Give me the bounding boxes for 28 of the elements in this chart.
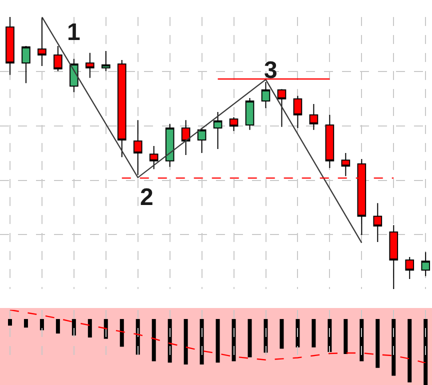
candlestick xyxy=(325,114,334,169)
candlestick xyxy=(213,111,222,150)
candlestick xyxy=(229,116,238,132)
candlestick xyxy=(86,52,94,78)
candlestick xyxy=(38,18,46,66)
candlestick xyxy=(117,59,126,158)
candlestick xyxy=(149,145,158,170)
candlestick xyxy=(181,120,190,156)
candlestick xyxy=(373,202,382,243)
candlestick xyxy=(101,50,110,72)
candlestick xyxy=(389,224,398,290)
candlestick xyxy=(261,81,270,109)
candlestick xyxy=(54,46,62,72)
candlestick xyxy=(309,104,318,130)
candlestick xyxy=(133,120,142,176)
candlestick xyxy=(277,88,286,128)
candlestick xyxy=(70,58,78,93)
candlestick xyxy=(421,252,430,277)
candlestick xyxy=(22,46,30,84)
candlestick xyxy=(245,98,254,130)
candlestick xyxy=(405,256,414,280)
annotation: 2 xyxy=(140,184,154,211)
candlestick xyxy=(293,95,302,128)
annotation: 1 xyxy=(67,19,80,46)
candlestick xyxy=(197,128,206,154)
candlestick xyxy=(165,123,174,168)
candlestick xyxy=(6,16,14,76)
annotation: 3 xyxy=(264,57,278,84)
